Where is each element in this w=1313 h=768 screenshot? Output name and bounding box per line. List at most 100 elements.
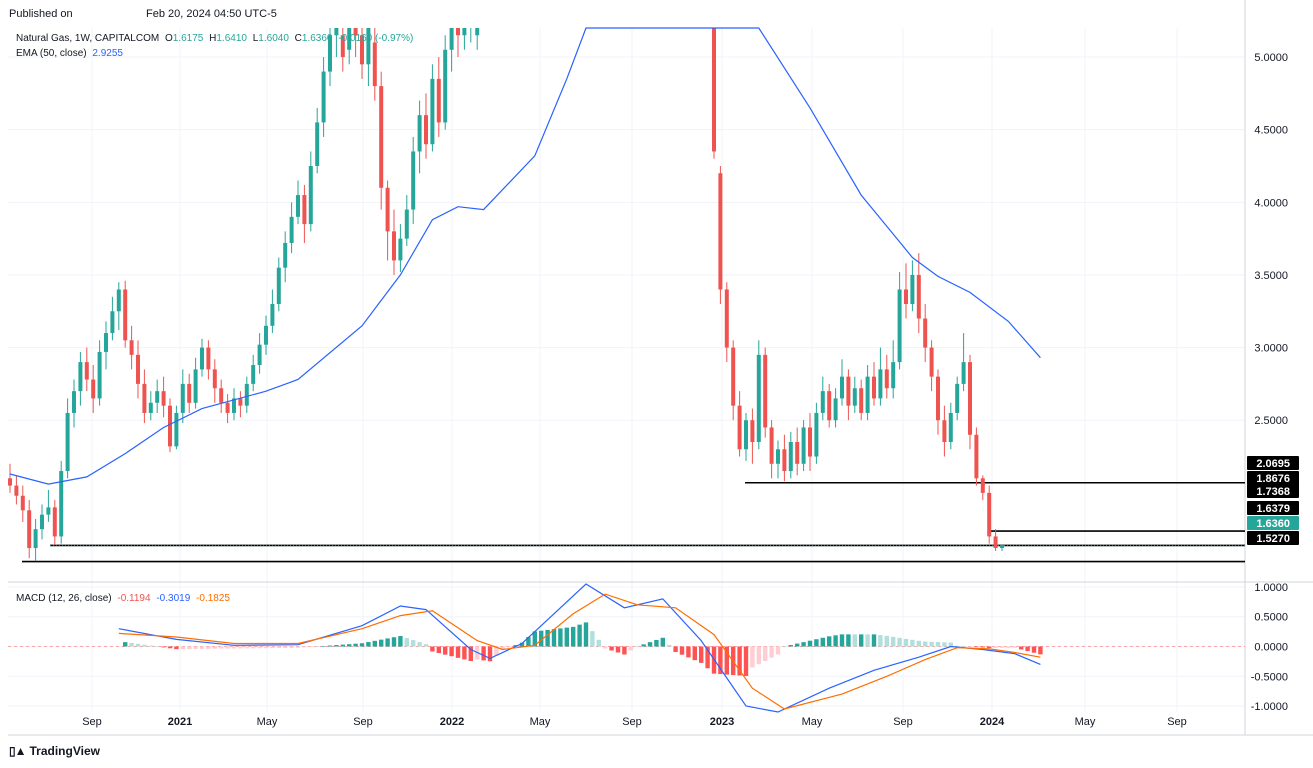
candle-body [718, 173, 723, 290]
candle-body [872, 376, 876, 399]
candle-body [302, 195, 307, 225]
macd-histogram-bar [609, 646, 614, 651]
macd-histogram-bar [801, 642, 806, 647]
candle-body [808, 427, 812, 457]
macd-histogram-bar [884, 635, 889, 647]
macd-histogram-bar [878, 635, 883, 647]
macd-histogram-bar [923, 641, 928, 647]
ohlc-high: 1.6410 [216, 33, 247, 44]
macd-histogram-bar [833, 635, 838, 647]
macd-histogram-bar [212, 646, 217, 649]
candle-body [59, 471, 64, 537]
macd-histogram-bar [353, 643, 358, 647]
candle-body [289, 216, 294, 243]
price-axis-label: 5.0000 [1254, 52, 1288, 64]
candle-body [417, 115, 422, 152]
candle-body [283, 242, 288, 268]
candle-body [206, 347, 211, 370]
horizontal-levels [22, 481, 1245, 563]
macd-histogram-bar [827, 636, 832, 647]
macd-hist-value: -0.1194 [117, 593, 151, 604]
tradingview-logo-icon: ▯▲ [9, 744, 27, 758]
macd-histogram-bar [1025, 646, 1030, 652]
price-axis-label: 4.0000 [1254, 197, 1288, 209]
macd-histogram-bar [1012, 646, 1017, 648]
macd-histogram-bar [423, 644, 429, 647]
candle-body [936, 376, 940, 421]
candle-body [801, 427, 806, 464]
candle-body [200, 347, 204, 370]
candle-body [916, 274, 921, 319]
macd-histogram-bar [974, 646, 979, 648]
macd-histogram-bar [775, 646, 781, 655]
candle-body [270, 304, 275, 326]
candle-body [129, 340, 134, 355]
candle-body [929, 347, 934, 377]
tradingview-brand[interactable]: ▯▲ TradingView [9, 744, 100, 758]
macd-histogram-bar [769, 646, 774, 658]
candle-body [878, 369, 883, 399]
macd-histogram-bar [123, 642, 128, 647]
macd-histogram-bar [564, 627, 569, 647]
macd-axis-label: 0.5000 [1254, 612, 1288, 624]
candle-body [411, 151, 416, 210]
macd-histogram-bar [660, 637, 665, 647]
macd-histogram-bar [635, 646, 640, 648]
macd-histogram-bar [526, 637, 531, 647]
price-axis-label: 4.5000 [1254, 125, 1288, 137]
candle-body [910, 274, 915, 304]
candle-body [955, 383, 960, 413]
candle-body [430, 78, 435, 145]
candle-body [379, 86, 384, 188]
candle-body [968, 362, 972, 435]
macd-histogram-bar [782, 646, 787, 648]
macd-histogram-bar [468, 646, 473, 662]
candle-body [161, 391, 166, 406]
ohlc-change: -0.0160 (-0.97%) [338, 33, 414, 44]
publish-bar: Published on Feb 20, 2024 04:50 UTC-5 [0, 0, 1313, 28]
candle-body [334, 28, 339, 36]
axes: 5.0000 4.5000 4.0000 3.5000 3.0000 2.5000 1.00… [82, 52, 1288, 728]
macd-histogram-bar [161, 646, 166, 648]
candle-body [865, 376, 870, 413]
candle-body [961, 362, 966, 384]
macd-axis-label: -1.0000 [1251, 701, 1288, 713]
candle-body [948, 412, 953, 442]
macd-histogram-bar [686, 646, 691, 658]
candle-body [891, 362, 896, 389]
candle-body [78, 362, 83, 392]
time-axis-label: Sep [353, 716, 373, 728]
macd-histogram-bar [302, 646, 307, 648]
macd-histogram-bar [955, 645, 960, 647]
macd-histogram-bar [539, 630, 544, 647]
published-date: Feb 20, 2024 04:50 UTC-5 [146, 8, 277, 20]
macd-histogram-bar [903, 638, 909, 647]
candle-body [187, 383, 192, 403]
macd-histogram-bar [206, 646, 211, 649]
macd-histogram-bar [897, 637, 902, 647]
macd-histogram-bar [167, 646, 173, 649]
candle-body [788, 442, 793, 472]
candle-body [424, 115, 428, 145]
macd-histogram-bar [641, 644, 646, 647]
candle-body [372, 42, 377, 87]
candle-body [251, 365, 256, 384]
candle-body [148, 402, 153, 413]
macd-line [118, 583, 1041, 713]
macd-histogram-bar [366, 642, 371, 647]
candle-body [27, 510, 32, 549]
candle-body [795, 442, 800, 464]
macd-histogram-bar [411, 640, 416, 647]
candle-body [904, 289, 908, 304]
macd-histogram-bar [577, 624, 582, 647]
ohlc-close: 1.6360 [301, 33, 333, 44]
time-axis-label: 2023 [710, 716, 734, 728]
candle-body [820, 391, 825, 413]
price-tag [1247, 516, 1299, 530]
macd-histogram-bar [430, 646, 435, 652]
candle-body [840, 376, 844, 399]
macd-histogram-bar [257, 646, 262, 649]
candle-body [33, 529, 38, 549]
